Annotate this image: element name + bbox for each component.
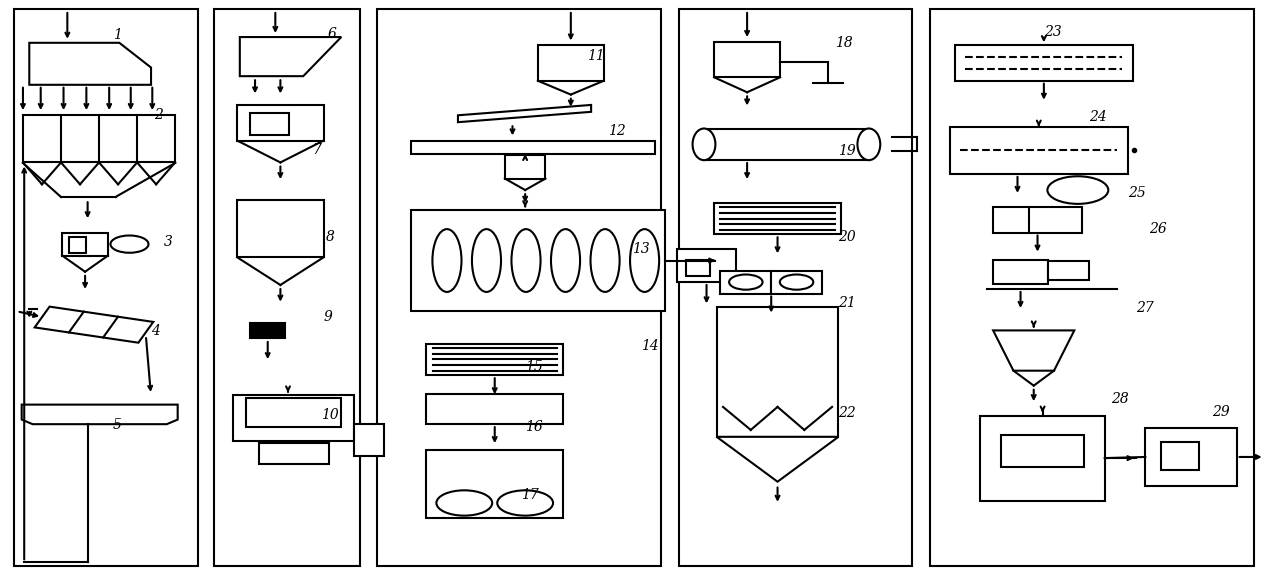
Text: 22: 22 <box>839 406 857 420</box>
Bar <box>679 9 913 566</box>
Circle shape <box>730 275 763 290</box>
Text: 27: 27 <box>1136 301 1154 315</box>
Bar <box>353 424 384 456</box>
Circle shape <box>111 235 149 253</box>
Bar <box>949 127 1127 174</box>
Text: 29: 29 <box>1213 405 1230 419</box>
Text: 20: 20 <box>839 230 857 244</box>
Bar <box>721 271 771 294</box>
Text: 25: 25 <box>1127 186 1145 200</box>
Bar <box>411 210 665 311</box>
Text: 24: 24 <box>1089 110 1107 124</box>
Text: 8: 8 <box>327 230 336 244</box>
Bar <box>704 128 869 160</box>
Text: 13: 13 <box>632 242 649 255</box>
Bar <box>538 45 604 81</box>
Bar <box>250 323 286 338</box>
Bar <box>426 450 563 518</box>
Bar <box>1047 261 1089 280</box>
Bar <box>717 307 839 437</box>
Ellipse shape <box>552 229 580 292</box>
Bar <box>1160 442 1199 469</box>
Text: 1: 1 <box>113 28 122 42</box>
Bar <box>686 260 709 276</box>
Bar <box>929 9 1254 566</box>
Text: 3: 3 <box>164 235 173 249</box>
Polygon shape <box>22 405 178 424</box>
Text: 7: 7 <box>313 143 322 157</box>
Bar <box>259 443 329 465</box>
Polygon shape <box>240 37 342 76</box>
Ellipse shape <box>858 128 881 160</box>
Text: 18: 18 <box>835 36 853 50</box>
Text: 2: 2 <box>154 108 163 122</box>
Circle shape <box>436 490 492 516</box>
Bar <box>234 395 353 442</box>
Text: 4: 4 <box>151 324 160 338</box>
Bar <box>426 394 563 424</box>
Bar <box>14 9 198 566</box>
Bar <box>426 344 563 375</box>
Circle shape <box>780 275 813 290</box>
Text: 19: 19 <box>839 144 857 158</box>
Bar <box>62 232 108 255</box>
Bar <box>505 155 545 179</box>
Polygon shape <box>29 43 151 85</box>
Text: 26: 26 <box>1149 222 1167 236</box>
Bar <box>771 271 822 294</box>
Text: 9: 9 <box>324 309 333 324</box>
Text: 11: 11 <box>587 49 605 63</box>
Text: 5: 5 <box>113 418 122 432</box>
Text: 10: 10 <box>322 409 339 423</box>
Polygon shape <box>458 105 591 122</box>
Text: 28: 28 <box>1111 392 1129 406</box>
Bar <box>993 260 1047 284</box>
Bar <box>1000 435 1084 468</box>
Ellipse shape <box>511 229 540 292</box>
Text: 21: 21 <box>839 296 857 310</box>
Text: 6: 6 <box>328 27 337 40</box>
Bar <box>993 207 1082 232</box>
Ellipse shape <box>693 128 716 160</box>
Bar <box>714 42 780 77</box>
Bar <box>238 200 324 257</box>
Bar <box>677 249 736 282</box>
Text: 12: 12 <box>608 124 625 138</box>
Bar <box>238 105 324 140</box>
Bar <box>714 203 841 234</box>
Circle shape <box>1047 176 1108 204</box>
Polygon shape <box>34 306 154 343</box>
Bar <box>980 416 1104 501</box>
Bar <box>247 398 342 427</box>
Ellipse shape <box>472 229 501 292</box>
Bar <box>376 9 661 566</box>
Text: 15: 15 <box>525 360 543 374</box>
Bar <box>250 113 289 135</box>
Polygon shape <box>993 331 1074 370</box>
Text: 16: 16 <box>525 420 543 434</box>
Ellipse shape <box>432 229 461 292</box>
Bar <box>411 141 655 154</box>
Text: 17: 17 <box>521 488 539 502</box>
Bar <box>955 45 1132 81</box>
Text: 23: 23 <box>1043 25 1061 39</box>
Circle shape <box>497 490 553 516</box>
Bar <box>1145 428 1237 486</box>
Bar <box>215 9 360 566</box>
Ellipse shape <box>591 229 619 292</box>
Polygon shape <box>717 437 839 481</box>
Text: 14: 14 <box>641 339 658 353</box>
Bar <box>69 236 86 253</box>
Bar <box>23 115 175 162</box>
Ellipse shape <box>630 229 660 292</box>
